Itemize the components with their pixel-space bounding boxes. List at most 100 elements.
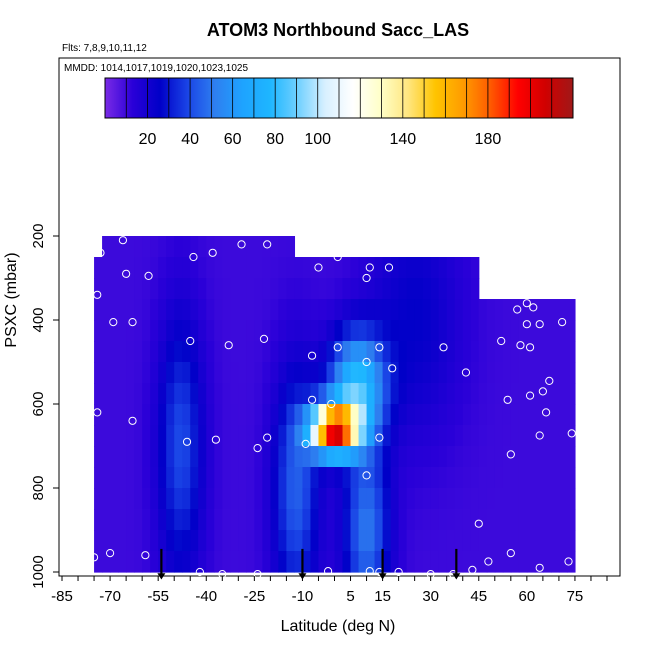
heatmap-cell xyxy=(494,467,504,489)
heatmap-cell xyxy=(102,278,111,300)
heatmap-cell xyxy=(214,467,223,489)
heatmap-cell xyxy=(94,320,103,342)
heatmap-cell xyxy=(94,299,103,321)
heatmap-cell xyxy=(286,467,296,489)
heatmap-cell xyxy=(326,278,336,300)
heatmap-cell xyxy=(382,341,392,363)
heatmap-cell xyxy=(342,299,352,321)
heatmap-cell xyxy=(486,509,496,531)
heatmap-cell xyxy=(542,383,552,405)
y-tick-label: 200 xyxy=(30,223,47,248)
heatmap-cell xyxy=(454,278,464,300)
heatmap-cell xyxy=(558,509,568,531)
heatmap-cell xyxy=(526,362,536,384)
heatmap-cell xyxy=(254,404,263,426)
heatmap-cell xyxy=(534,320,544,342)
heatmap-cell xyxy=(142,383,151,405)
heatmap-cell xyxy=(486,320,496,342)
heatmap-cell xyxy=(230,320,239,342)
heatmap-cell xyxy=(566,551,576,573)
heatmap-cell xyxy=(478,530,488,552)
heatmap-cell xyxy=(366,425,376,447)
heatmap-cell xyxy=(366,488,376,510)
heatmap-cell xyxy=(446,530,456,552)
heatmap-cell xyxy=(190,551,199,573)
heatmap-cell xyxy=(302,425,312,447)
heatmap-cell xyxy=(94,257,103,279)
heatmap-cell xyxy=(126,299,135,321)
heatmap-cell xyxy=(358,488,368,510)
heatmap-cell xyxy=(182,320,191,342)
y-tick-label: 400 xyxy=(30,307,47,332)
sample-point xyxy=(384,263,394,272)
heatmap-cell xyxy=(470,404,480,426)
heatmap-cell xyxy=(278,488,288,510)
heatmap-cell xyxy=(422,341,432,363)
heatmap-cell xyxy=(278,551,288,573)
heatmap-cell xyxy=(182,551,191,573)
heatmap-cell xyxy=(374,530,384,552)
sample-point xyxy=(365,263,374,272)
heatmap-cell xyxy=(334,488,344,510)
heatmap-cell xyxy=(166,236,175,258)
heatmap-cell xyxy=(486,404,496,426)
heatmap-cell xyxy=(254,383,263,405)
heatmap-cell xyxy=(486,383,496,405)
heatmap-cell xyxy=(478,509,488,531)
y-tick-label: 800 xyxy=(30,475,47,500)
heatmap-cell xyxy=(382,278,392,300)
heatmap-cell xyxy=(454,446,464,468)
heatmap-cell xyxy=(222,383,231,405)
heatmap-cell xyxy=(350,551,360,573)
heatmap-cell xyxy=(438,551,448,573)
sample-point xyxy=(128,318,137,327)
heatmap-cell xyxy=(470,278,480,300)
sample-point xyxy=(394,567,403,577)
heatmap-cell xyxy=(142,425,151,447)
heatmap-cell xyxy=(390,425,400,447)
heatmap-cell xyxy=(134,320,143,342)
heatmap-cell xyxy=(526,488,536,510)
heatmap-cell xyxy=(446,446,456,468)
heatmap-cell xyxy=(422,488,432,510)
heatmap-cell xyxy=(126,362,135,384)
heatmap-cell xyxy=(166,257,175,279)
heatmap-cell xyxy=(142,467,151,489)
heatmap-cell xyxy=(182,425,191,447)
heatmap-cell xyxy=(422,509,432,531)
heatmap-cell xyxy=(390,299,400,321)
sample-point xyxy=(529,303,538,312)
heatmap-cell xyxy=(446,362,456,384)
heatmap-cell xyxy=(174,425,183,447)
heatmap-cell xyxy=(374,362,384,384)
heatmap-cell xyxy=(134,551,143,573)
heatmap-cell xyxy=(398,467,408,489)
sample-point xyxy=(128,416,137,425)
heatmap-cell xyxy=(214,299,223,321)
heatmap-cell xyxy=(510,467,520,489)
heatmap-cell xyxy=(246,404,255,426)
heatmap-cell xyxy=(198,299,207,321)
heatmap-cell xyxy=(182,257,191,279)
heatmap-cell xyxy=(326,425,336,447)
heatmap-cell xyxy=(446,488,456,510)
heatmap-cell xyxy=(94,425,103,447)
heatmap-cell xyxy=(182,446,191,468)
heatmap-cell xyxy=(286,341,296,363)
heatmap-cell xyxy=(206,488,215,510)
heatmap-cell xyxy=(350,278,360,300)
heatmap-cell xyxy=(278,425,288,447)
heatmap-cell xyxy=(150,383,159,405)
heatmap-cell xyxy=(398,320,408,342)
heatmap-cell xyxy=(142,446,151,468)
heatmap-cell xyxy=(478,467,488,489)
heatmap-cell xyxy=(222,362,231,384)
heatmap-cell xyxy=(494,362,504,384)
sample-point xyxy=(564,557,573,566)
sample-point xyxy=(439,343,448,352)
heatmap-cell xyxy=(526,509,536,531)
heatmap-cell xyxy=(390,278,400,300)
heatmap-cell xyxy=(182,509,191,531)
heatmap-cell xyxy=(270,236,279,258)
heatmap-cell xyxy=(350,425,360,447)
